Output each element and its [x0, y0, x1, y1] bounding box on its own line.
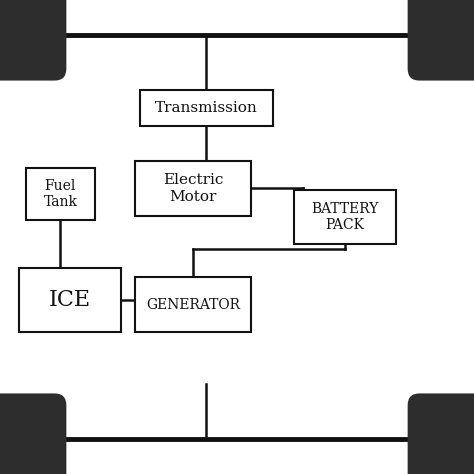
Text: BATTERY
PACK: BATTERY PACK: [311, 202, 379, 232]
FancyBboxPatch shape: [135, 277, 251, 332]
Text: Fuel
Tank: Fuel Tank: [44, 179, 77, 210]
FancyBboxPatch shape: [408, 393, 474, 474]
FancyBboxPatch shape: [0, 393, 66, 474]
Text: GENERATOR: GENERATOR: [146, 298, 240, 311]
FancyBboxPatch shape: [135, 161, 251, 216]
FancyBboxPatch shape: [19, 268, 121, 332]
Text: Transmission: Transmission: [155, 101, 257, 115]
FancyBboxPatch shape: [140, 90, 273, 126]
Text: Electric
Motor: Electric Motor: [163, 173, 223, 203]
FancyBboxPatch shape: [26, 168, 95, 220]
Text: ICE: ICE: [49, 289, 91, 311]
FancyBboxPatch shape: [294, 190, 396, 244]
FancyBboxPatch shape: [0, 0, 66, 81]
FancyBboxPatch shape: [408, 0, 474, 81]
